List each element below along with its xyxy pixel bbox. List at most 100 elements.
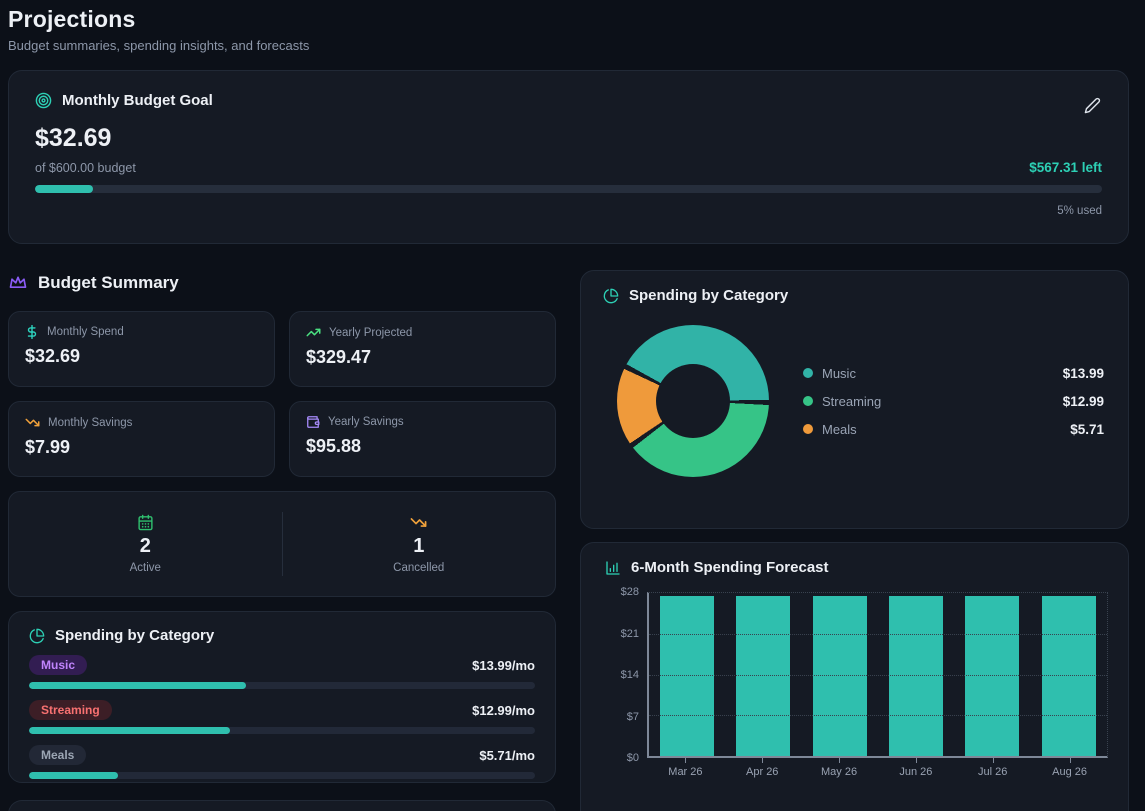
x-axis-labels: Mar 26 Apr 26 May 26 Jun 26 Jul 26 Aug 26 [647, 758, 1108, 778]
category-row-meals: Meals $5.71/mo [29, 745, 535, 779]
crown-icon [8, 273, 28, 293]
stat-value: $95.88 [306, 436, 362, 456]
category-amount: $13.99/mo [472, 657, 535, 673]
goal-progress-fill [35, 185, 93, 193]
forecast-bar [965, 596, 1020, 756]
goal-budget-caption: of $600.00 budget [35, 161, 136, 175]
bars-container [649, 593, 1107, 756]
legend-dot [803, 396, 813, 406]
x-tick-label: Mar 26 [658, 758, 712, 778]
category-badge: Music [29, 655, 88, 675]
forecast-bar [812, 596, 867, 756]
legend-row-meals: Meals $5.71 [803, 422, 1104, 437]
trending-down-icon [410, 514, 427, 531]
donut-card-title: Spending by Category [629, 287, 789, 304]
active-label: Active [129, 562, 161, 574]
stat-card-monthly-spend: Monthly Spend $32.69 [8, 311, 275, 387]
stat-label: Monthly Spend [47, 326, 124, 338]
y-tick-label: $7 [626, 710, 639, 723]
x-tick-label: Apr 26 [735, 758, 789, 778]
category-row-music: Music $13.99/mo [29, 655, 535, 689]
monthly-budget-goal-card: Monthly Budget Goal $32.69 of $600.00 bu… [8, 70, 1129, 244]
stat-card-yearly-savings: Yearly Savings $95.88 [289, 401, 556, 477]
bar-chart-icon [605, 560, 621, 576]
dollar-icon [25, 325, 39, 339]
donut-hole [655, 363, 731, 439]
stat-value: $32.69 [25, 346, 81, 366]
legend-amount: $13.99 [1062, 365, 1104, 381]
forecast-bar [736, 596, 791, 756]
legend-dot [803, 368, 813, 378]
forecast-bar [1041, 596, 1096, 756]
y-tick-label: $0 [626, 752, 639, 764]
subscriptions-status-card: 2 Active 1 Cancelled [8, 491, 556, 597]
forecast-chart-card: 6-Month Spending Forecast $28 $21 $14 $7 $0 … [580, 542, 1129, 811]
cancelled-count: 1 [413, 535, 425, 557]
goal-progress-bar [35, 185, 1102, 193]
plot-area [647, 592, 1108, 758]
active-count: 2 [139, 535, 151, 557]
forecast-bar [889, 596, 944, 756]
forecast-bar [660, 596, 715, 756]
pie-chart-icon [603, 288, 619, 304]
page-subtitle: Budget summaries, spending insights, and… [8, 38, 310, 53]
stat-card-monthly-savings: Monthly Savings $7.99 [8, 401, 275, 477]
y-tick-label: $14 [620, 669, 639, 681]
spending-by-category-chart-card: Spending by Category Music $13.99 [580, 270, 1129, 529]
forecast-card-title: 6-Month Spending Forecast [631, 559, 829, 576]
category-amount: $5.71/mo [479, 747, 535, 763]
vertical-divider [281, 512, 283, 576]
y-axis: $28 $21 $14 $7 $0 [605, 586, 647, 764]
legend-amount: $12.99 [1062, 393, 1104, 409]
trending-down-icon [25, 415, 40, 430]
forecast-bar-chart: $28 $21 $14 $7 $0 [605, 586, 1108, 764]
legend-dot [803, 424, 813, 434]
pencil-icon [1084, 97, 1101, 114]
edit-budget-goal-button[interactable] [1078, 91, 1106, 119]
category-badge: Streaming [29, 700, 112, 720]
cancelled-subscriptions: 1 Cancelled [283, 492, 556, 596]
trending-up-icon [306, 325, 321, 340]
legend-row-streaming: Streaming $12.99 [803, 394, 1104, 409]
category-donut-chart [617, 325, 769, 477]
wallet-icon [306, 415, 320, 429]
category-progress-bar [29, 772, 535, 779]
category-amount: $12.99/mo [472, 702, 535, 718]
stat-value: $7.99 [25, 437, 71, 457]
x-tick-label: Aug 26 [1043, 758, 1097, 778]
gridline [649, 674, 1107, 676]
summary-stats-grid: Monthly Spend $32.69 Yearly Projected $3… [8, 311, 556, 477]
stat-label: Yearly Projected [329, 326, 413, 339]
category-progress-fill [29, 682, 246, 689]
cancelled-label: Cancelled [393, 562, 445, 574]
goal-spent-amount: $32.69 [35, 124, 112, 152]
y-tick-label: $21 [620, 627, 639, 640]
y-tick-label: $28 [620, 586, 639, 598]
category-row-streaming: Streaming $12.99/mo [29, 700, 535, 734]
charts-column: Spending by Category Music $13.99 [580, 270, 1129, 811]
x-tick-label: Jun 26 [889, 758, 943, 778]
stat-card-yearly-projected: Yearly Projected $329.47 [289, 311, 556, 387]
budget-summary-column: Budget Summary Monthly Spend $32.69 [8, 270, 556, 811]
category-breakdown-card: Spending by Category Music $13.99/mo Str… [8, 611, 556, 783]
stat-label: Monthly Savings [48, 416, 133, 429]
x-tick-label: May 26 [812, 758, 866, 778]
goal-used-caption: 5% used [1057, 205, 1102, 217]
donut-legend: Music $13.99 Streaming $12.99 Meals $5.7… [803, 366, 1106, 437]
page-title: Projections [8, 6, 136, 32]
category-progress-fill [29, 772, 118, 779]
legend-name: Meals [822, 421, 857, 437]
pie-chart-icon [29, 628, 45, 644]
gridline [649, 633, 1107, 635]
goal-remaining-amount: $567.31 left [1029, 160, 1102, 175]
calendar-icon [137, 514, 154, 531]
category-progress-bar [29, 727, 535, 734]
legend-amount: $5.71 [1070, 421, 1104, 437]
goal-card-title: Monthly Budget Goal [62, 92, 213, 109]
category-progress-bar [29, 682, 535, 689]
gridline [649, 715, 1107, 717]
budget-summary-heading: Budget Summary [38, 273, 179, 292]
partial-card [8, 800, 556, 811]
active-subscriptions: 2 Active [9, 492, 282, 596]
